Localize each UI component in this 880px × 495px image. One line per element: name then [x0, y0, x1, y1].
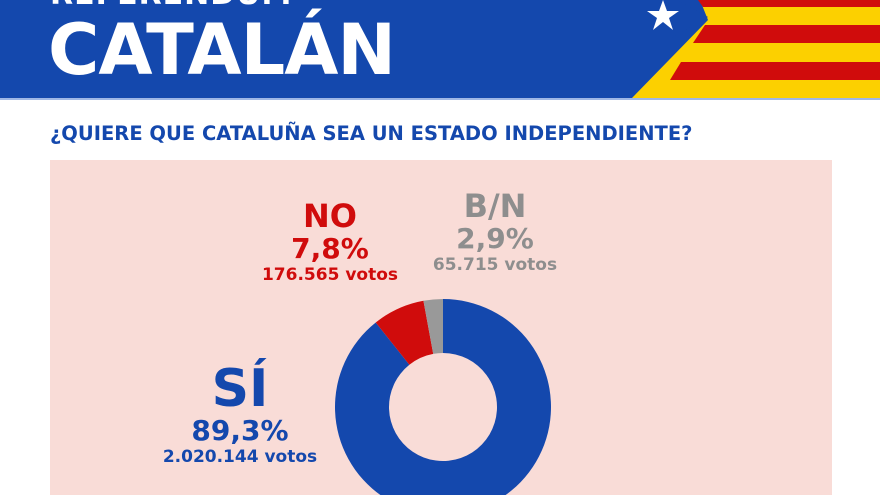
header-title: CATALÁN	[48, 9, 396, 91]
star-icon	[647, 0, 679, 30]
donut-slice-s	[335, 299, 551, 495]
label-bn-percent: 2,9%	[456, 222, 534, 255]
label-si: SÍ 89,3% 2.020.144 votos	[150, 362, 330, 468]
label-si-percent: 89,3%	[191, 414, 289, 447]
label-si-votes: 2.020.144 votos	[162, 447, 318, 467]
label-bn-votes: 65.715 votos	[432, 255, 558, 275]
estelada-flag-icon	[632, 0, 880, 98]
label-bn-name: B/N	[463, 187, 527, 225]
question-heading: ¿QUIERE QUE CATALUÑA SEA UN ESTADO INDEP…	[50, 122, 693, 145]
label-no-name: NO	[303, 197, 357, 235]
label-no-percent: 7,8%	[291, 232, 369, 265]
label-no: NO 7,8% 176.565 votos	[250, 198, 410, 286]
label-bn: B/N 2,9% 65.715 votos	[425, 188, 565, 276]
header-banner: REFERÉNDUM CATALÁN	[0, 0, 880, 98]
label-no-votes: 176.565 votos	[261, 265, 399, 285]
donut-slice-bn	[423, 299, 443, 354]
label-si-name: SÍ	[211, 359, 269, 419]
donut-slice-no	[375, 300, 434, 365]
divider	[0, 98, 880, 100]
header-kicker: REFERÉNDUM	[50, 0, 292, 10]
